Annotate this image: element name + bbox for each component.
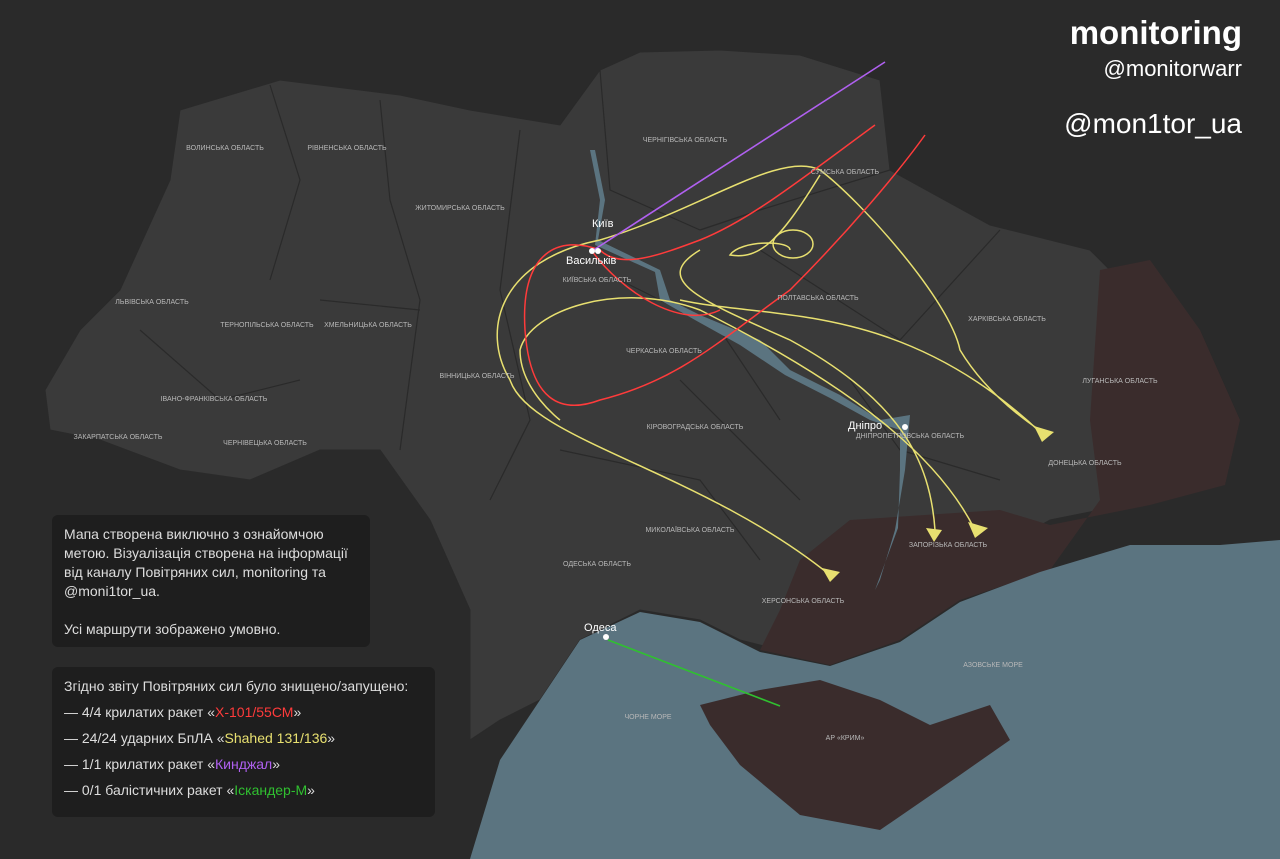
route-x101 bbox=[523, 124, 926, 407]
note-box: Мапа створена виключно з ознайомчою мето… bbox=[52, 515, 370, 647]
city-dot bbox=[603, 634, 609, 640]
region-label: ЧЕРНІГІВСЬКА ОБЛАСТЬ bbox=[643, 137, 728, 144]
city-dot bbox=[589, 248, 595, 254]
summary-suffix: » bbox=[307, 782, 315, 798]
note-text: Мапа створена виключно з ознайомчою мето… bbox=[64, 526, 348, 599]
region-label: АР «КРИМ» bbox=[826, 735, 865, 742]
region-label: ХАРКІВСЬКА ОБЛАСТЬ bbox=[968, 316, 1046, 323]
region-label: ЛЬВІВСЬКА ОБЛАСТЬ bbox=[115, 299, 189, 306]
summary-weapon: Іскандер-М bbox=[234, 782, 308, 798]
target-markers bbox=[822, 426, 1054, 582]
region-label: ЧЕРКАСЬКА ОБЛАСТЬ bbox=[626, 348, 702, 355]
summary-weapon: Shahed 131/136 bbox=[224, 730, 328, 746]
region-label: ПОЛТАВСЬКА ОБЛАСТЬ bbox=[777, 295, 859, 302]
region-label: ЧОРНЕ МОРЕ bbox=[624, 714, 671, 721]
summary-item: — 1/1 крилатих ракет «Кинджал» bbox=[64, 755, 423, 774]
summary-prefix: — 0/1 балістичних ракет « bbox=[64, 782, 235, 798]
region-label: СУМСЬКА ОБЛАСТЬ bbox=[811, 169, 880, 176]
region-label: КІРОВОГРАДСЬКА ОБЛАСТЬ bbox=[647, 424, 744, 431]
region-label: ЛУГАНСЬКА ОБЛАСТЬ bbox=[1082, 378, 1158, 385]
crimea bbox=[700, 680, 1010, 830]
route-iskander bbox=[607, 639, 781, 707]
summary-heading: Згідно звіту Повітряних сил було знищено… bbox=[64, 678, 409, 694]
note-text: Усі маршрути зображено умовно. bbox=[64, 621, 281, 637]
summary-suffix: » bbox=[272, 756, 281, 772]
region-label: ІВАНО-ФРАНКІВСЬКА ОБЛАСТЬ bbox=[161, 396, 268, 403]
region-label: ЗАПОРІЗЬКА ОБЛАСТЬ bbox=[909, 542, 988, 549]
brand-handle: @monitorwarr bbox=[1103, 56, 1242, 81]
region-label: РІВНЕНСЬКА ОБЛАСТЬ bbox=[307, 145, 387, 152]
region-label: ХЕРСОНСЬКА ОБЛАСТЬ bbox=[762, 598, 845, 605]
summary-weapon: Х-101/55СМ bbox=[215, 704, 294, 720]
region-label: ДНІПРОПЕТРОВСЬКА ОБЛАСТЬ bbox=[856, 433, 965, 440]
region-label: ЧЕРНІВЕЦЬКА ОБЛАСТЬ bbox=[223, 440, 307, 447]
occupied-territory bbox=[760, 260, 1240, 665]
city-label: Одеса bbox=[584, 622, 617, 634]
summary-weapon: Кинджал bbox=[215, 756, 273, 772]
region-label: КИЇВСЬКА ОБЛАСТЬ bbox=[563, 276, 632, 284]
region-label: ХМЕЛЬНИЦЬКА ОБЛАСТЬ bbox=[324, 322, 412, 329]
region-label: ЗАКАРПАТСЬКА ОБЛАСТЬ bbox=[74, 434, 163, 441]
region-label: МИКОЛАЇВСЬКА ОБЛАСТЬ bbox=[645, 526, 734, 534]
summary-suffix: » bbox=[327, 730, 336, 746]
region-label: ВІННИЦЬКА ОБЛАСТЬ bbox=[439, 373, 514, 380]
summary-item: — 4/4 крилатих ракет «Х-101/55СМ» bbox=[64, 703, 423, 722]
summary-prefix: — 1/1 крилатих ракет « bbox=[64, 756, 216, 772]
region-label: ЖИТОМИРСЬКА ОБЛАСТЬ bbox=[415, 205, 505, 212]
summary-item: — 24/24 ударних БпЛА «Shahed 131/136» bbox=[64, 729, 423, 748]
brand-handle: @mon1tor_ua bbox=[1064, 108, 1242, 139]
city-label: Дніпро bbox=[848, 420, 882, 432]
brand-title: monitoring bbox=[1069, 14, 1242, 51]
route-loop bbox=[772, 229, 814, 259]
route-shahed bbox=[496, 165, 1043, 576]
region-label: ДОНЕЦЬКА ОБЛАСТЬ bbox=[1048, 460, 1122, 467]
region-label: ТЕРНОПІЛЬСЬКА ОБЛАСТЬ bbox=[220, 322, 314, 329]
city-dot bbox=[595, 248, 601, 254]
city-label: Київ bbox=[592, 218, 614, 230]
summary-item: — 0/1 балістичних ракет «Іскандер-М» bbox=[64, 781, 423, 800]
city-dot bbox=[902, 424, 908, 430]
region-label: ОДЕСЬКА ОБЛАСТЬ bbox=[563, 561, 631, 568]
region-label: ВОЛИНСЬКА ОБЛАСТЬ bbox=[186, 145, 264, 152]
summary-box: Згідно звіту Повітряних сил було знищено… bbox=[52, 667, 435, 817]
route-kinzhal bbox=[591, 61, 886, 252]
summary-prefix: — 24/24 ударних БпЛА « bbox=[64, 730, 225, 746]
region-label: АЗОВСЬКЕ МОРЕ bbox=[963, 662, 1023, 669]
city-label: Васильків bbox=[566, 255, 617, 267]
summary-list: — 4/4 крилатих ракет «Х-101/55СМ» — 24/24… bbox=[64, 703, 423, 800]
summary-prefix: — 4/4 крилатих ракет « bbox=[64, 704, 216, 720]
summary-suffix: » bbox=[293, 704, 302, 720]
